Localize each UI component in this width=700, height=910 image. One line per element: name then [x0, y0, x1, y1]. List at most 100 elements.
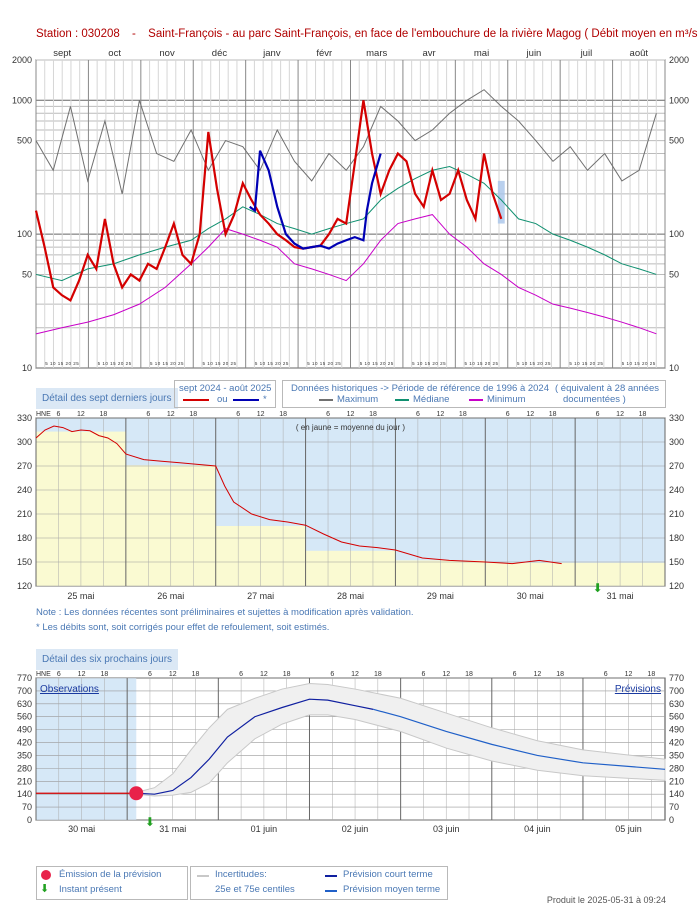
produced-timestamp: Produit le 2025-05-31 à 09:24 — [546, 895, 666, 905]
note-corrected: * Les débits sont, soit corrigés pour ef… — [36, 622, 330, 633]
day-tick-label: 5 10 15 20 25 — [412, 361, 446, 366]
month-label: févr — [316, 48, 332, 59]
y-tick-label-right: 120 — [669, 581, 684, 591]
hour-tick-label: 18 — [459, 411, 467, 418]
hour-tick-label: 18 — [647, 671, 655, 678]
legend-hist-title: Données historiques -> Période de référe… — [291, 383, 549, 394]
legend-current-year: sept 2024 - août 2025 ou * — [174, 380, 276, 408]
month-label: janv — [262, 48, 281, 59]
hour-tick-label: 12 — [616, 411, 624, 418]
legend-corrected-swatch — [233, 399, 259, 401]
unit-label: ( Débit moyen en m³/s ) — [584, 28, 700, 40]
y-tick-label-left: 210 — [17, 776, 32, 786]
month-label: mars — [366, 48, 387, 59]
short-term-line — [136, 698, 374, 795]
station-description: Saint-François - au parc Saint-François,… — [148, 28, 582, 40]
month-label: mai — [474, 48, 489, 59]
day-tick-label: 5 10 15 20 25 — [255, 361, 289, 366]
legend-short: Prévision court terme — [343, 869, 433, 880]
y-tick-label-right: 270 — [669, 461, 684, 471]
legend-min-swatch — [469, 399, 483, 401]
forecast-label: Prévisions — [615, 684, 661, 695]
series-line — [35, 166, 657, 282]
y-tick-label-left: 350 — [17, 750, 32, 760]
y-tick-label-right: 1000 — [669, 95, 689, 105]
station-id: Station : 030208 — [36, 28, 120, 40]
hour-tick-label: 6 — [604, 671, 608, 678]
day-label: 04 juin — [524, 824, 551, 834]
hour-tick-label: 18 — [549, 411, 557, 418]
hour-tick-label: 18 — [100, 671, 108, 678]
recent-days-highlight — [497, 180, 505, 224]
hour-tick-label: 12 — [625, 671, 633, 678]
present-marker-icon: ⬇ — [593, 581, 603, 595]
y-tick-label-left: 100 — [17, 229, 32, 239]
month-label: août — [630, 48, 649, 59]
hour-tick-label: 12 — [77, 411, 85, 418]
y-tick-label-right: 490 — [669, 725, 684, 735]
series-line — [249, 150, 382, 250]
month-label: juin — [526, 48, 542, 59]
hour-tick-label: 6 — [326, 411, 330, 418]
legend-emission: Émission de la prévision — [59, 869, 162, 880]
y-tick-label-right: 350 — [669, 750, 684, 760]
hour-tick-label: 18 — [283, 671, 291, 678]
hour-tick-label: 12 — [436, 411, 444, 418]
y-tick-label-left: 50 — [22, 269, 32, 279]
day-label: 26 mai — [157, 591, 184, 601]
y-tick-label-left: 210 — [17, 509, 32, 519]
month-label: juil — [580, 48, 593, 59]
legend-centiles: 25e et 75e centiles — [215, 884, 295, 895]
hour-tick-label: 12 — [347, 411, 355, 418]
legend-equiv: ( équivalent à 28 années — [555, 383, 660, 394]
note-preliminary: Note : Les données récentes sont prélimi… — [36, 607, 414, 618]
annual-flow-chart: sept 5 10 15 20 25 oct 5 10 15 20 25 nov 5 10… — [12, 48, 689, 373]
day-label: 28 mai — [337, 591, 364, 601]
hour-tick-label: 18 — [556, 671, 564, 678]
month-label: déc — [212, 48, 228, 59]
present-marker-icon: ⬇ — [145, 815, 155, 829]
tab-next-six-days[interactable]: Détail des six prochains jours — [36, 649, 179, 670]
y-tick-label-left: 2000 — [12, 55, 32, 65]
month-label: oct — [108, 48, 121, 59]
y-tick-label-right: 2000 — [669, 55, 689, 65]
series-line — [35, 89, 657, 194]
day-label: 01 juin — [251, 824, 278, 834]
legend-star: * — [263, 394, 267, 405]
hour-tick-label: 6 — [239, 671, 243, 678]
y-tick-label-left: 300 — [17, 437, 32, 447]
hour-tick-label: 6 — [513, 671, 517, 678]
y-tick-label-left: 560 — [17, 712, 32, 722]
y-tick-label-right: 140 — [669, 789, 684, 799]
y-tick-label-right: 150 — [669, 557, 684, 567]
y-tick-label-right: 240 — [669, 485, 684, 495]
hour-tick-label: 12 — [260, 671, 268, 678]
hour-tick-label: 18 — [189, 411, 197, 418]
legend-min: Minimum — [487, 394, 526, 405]
y-tick-label-left: 500 — [17, 136, 32, 146]
page-title: Station : 030208 - Saint-François - au p… — [36, 28, 700, 40]
forecast-chart: 0 0 70 70 140 140 210 210 280 280 350 350 420 420 490 4… — [17, 671, 684, 834]
day-label: 03 juin — [433, 824, 460, 834]
series-line — [35, 214, 657, 335]
observed-line — [35, 425, 562, 565]
hour-tick-label: 12 — [257, 411, 265, 418]
day-tick-label: 5 10 15 20 25 — [98, 361, 132, 366]
y-tick-label-right: 300 — [669, 437, 684, 447]
day-tick-label: 5 10 15 20 25 — [465, 361, 499, 366]
hour-tick-label: 12 — [169, 671, 177, 678]
hour-tick-label: 18 — [99, 411, 107, 418]
legend-medium-swatch — [325, 890, 337, 892]
legend-uncert-swatch — [197, 875, 209, 877]
hour-tick-label: 12 — [167, 411, 175, 418]
tab-last-seven-days[interactable]: Détail des sept derniers jours — [36, 388, 178, 409]
legend-median: Médiane — [413, 394, 450, 405]
legend-historical: Données historiques -> Période de référe… — [282, 380, 666, 408]
month-label: nov — [159, 48, 175, 59]
legend-uncert: Incertitudes: — [215, 869, 267, 880]
medium-term-line — [373, 708, 666, 770]
last-seven-days-chart: 120 120 150 150 180 180 210 210 240 240 270 270 300 3… — [17, 411, 684, 601]
emission-marker — [129, 786, 144, 801]
y-tick-label-left: 10 — [22, 363, 32, 373]
y-tick-label-left: 120 — [17, 581, 32, 591]
